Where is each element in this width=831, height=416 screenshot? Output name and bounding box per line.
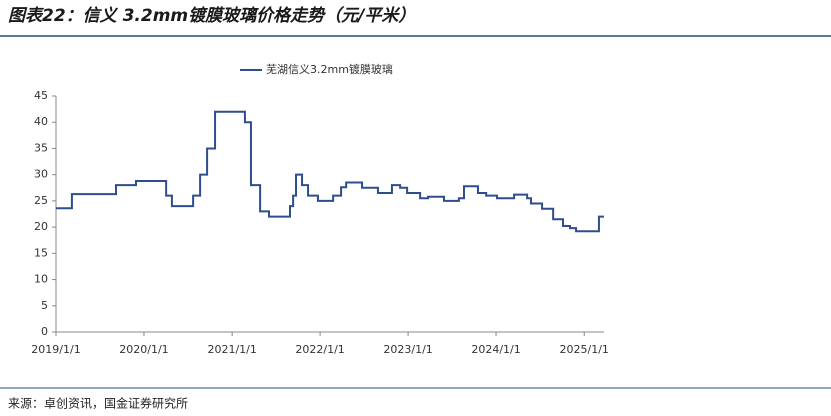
y-tick-label: 25 xyxy=(34,194,48,207)
y-tick-label: 45 xyxy=(34,89,48,102)
y-tick-label: 15 xyxy=(34,246,48,259)
y-tick-label: 20 xyxy=(34,220,48,233)
x-tick-label: 2022/1/1 xyxy=(295,343,344,356)
legend-label: 芜湖信义3.2mm镀膜玻璃 xyxy=(266,62,393,76)
y-tick-label: 10 xyxy=(34,273,48,286)
x-tick-label: 2021/1/1 xyxy=(207,343,256,356)
series-line xyxy=(56,110,604,233)
y-tick-label: 0 xyxy=(41,325,48,338)
y-tick-label: 35 xyxy=(34,141,48,154)
x-tick-label: 2023/1/1 xyxy=(383,343,432,356)
y-tick-label: 5 xyxy=(41,299,48,312)
y-tick-label: 30 xyxy=(34,168,48,181)
y-tick-label: 40 xyxy=(34,115,48,128)
x-tick-label: 2024/1/1 xyxy=(471,343,520,356)
x-tick-label: 2020/1/1 xyxy=(119,343,168,356)
chart-title: 图表22：信义 3.2mm镀膜玻璃价格走势（元/平米） xyxy=(8,6,415,26)
source: 来源：卓创资讯，国金证券研究所 xyxy=(8,396,188,411)
x-tick-label: 2019/1/1 xyxy=(31,343,80,356)
x-tick-label: 2025/1/1 xyxy=(560,343,609,356)
